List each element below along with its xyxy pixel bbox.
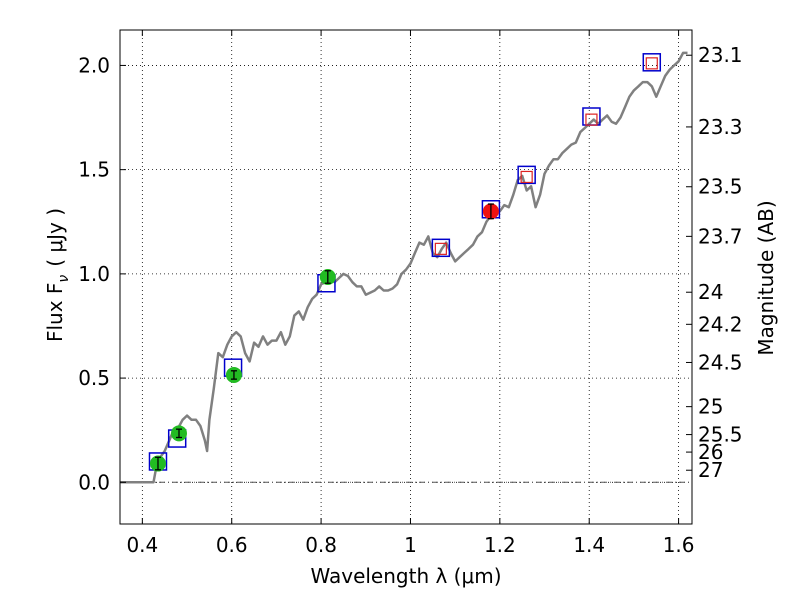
x-tick-label: 0.8 bbox=[305, 533, 337, 557]
y-axis-label-subscript: ν bbox=[56, 275, 72, 283]
grid bbox=[120, 30, 692, 524]
magnitude-tick-label: 25 bbox=[698, 395, 723, 419]
upper-limit-square bbox=[434, 242, 447, 255]
magnitude-tick-label: 23.5 bbox=[698, 175, 743, 199]
magnitude-tick-label: 24.2 bbox=[698, 312, 743, 336]
upper-limit-square bbox=[645, 57, 658, 70]
magnitude-tick-label: 25.5 bbox=[698, 423, 743, 447]
model-photometry-square bbox=[431, 238, 451, 258]
model-spectrum bbox=[120, 51, 688, 484]
y-axis-label-unit: ( μJy ) bbox=[43, 208, 67, 267]
x-tick-label: 0.4 bbox=[126, 533, 158, 557]
model-spectrum-line bbox=[120, 51, 688, 484]
upper-limit-square bbox=[585, 113, 598, 126]
x-tick-label: 1 bbox=[404, 533, 417, 557]
magnitude-tick-label: 24 bbox=[698, 280, 723, 304]
y-axis-label: Flux Fν ( μJy ) bbox=[43, 208, 72, 342]
x-tick-label: 1.6 bbox=[663, 533, 695, 557]
y-tick-label: 1.0 bbox=[78, 262, 110, 286]
data-points bbox=[148, 53, 662, 472]
y-tick-label: 0.0 bbox=[78, 470, 110, 494]
magnitude-tick-label: 23.3 bbox=[698, 115, 743, 139]
y-axis-label-main: Flux F bbox=[43, 283, 67, 342]
x-tick-label: 1.4 bbox=[573, 533, 605, 557]
model-photometry-square bbox=[517, 165, 536, 185]
y-tick-label: 2.0 bbox=[78, 53, 110, 77]
magnitude-axis-label: Magnitude (AB) bbox=[754, 200, 778, 355]
x-axis-ticks: 0.4 0.6 0.8 1 1.2 1.4 1.6 bbox=[126, 30, 695, 557]
magnitude-tick-label: 24.5 bbox=[698, 350, 743, 374]
x-axis-label: Wavelength λ (μm) bbox=[310, 564, 501, 588]
y-axis-ticks: 0.0 0.5 1.0 1.5 2.0 bbox=[78, 53, 126, 494]
x-tick-label: 0.6 bbox=[216, 533, 248, 557]
magnitude-tick-label: 27 bbox=[698, 458, 723, 482]
magnitude-tick-label: 23.1 bbox=[698, 43, 743, 67]
magnitude-tick-label: 23.7 bbox=[698, 224, 743, 248]
y-tick-label: 0.5 bbox=[78, 366, 110, 390]
model-photometry-square bbox=[642, 53, 662, 72]
magnitude-tick-label: 26 bbox=[698, 440, 723, 464]
plot-frame bbox=[119, 29, 693, 525]
upper-limit-square bbox=[520, 170, 533, 184]
y-tick-label: 1.5 bbox=[78, 158, 110, 182]
x-tick-label: 1.2 bbox=[484, 533, 516, 557]
